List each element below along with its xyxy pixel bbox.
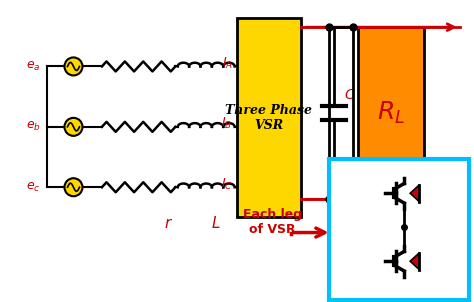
Polygon shape [410, 185, 419, 202]
Circle shape [64, 178, 82, 196]
Text: $I_C$: $I_C$ [221, 177, 233, 192]
Bar [358, 27, 424, 199]
Bar [329, 159, 469, 300]
Circle shape [64, 118, 82, 136]
Text: $e_a$: $e_a$ [26, 60, 40, 73]
Bar [237, 18, 301, 217]
Text: $T_{a2}$: $T_{a2}$ [339, 254, 359, 269]
Circle shape [64, 57, 82, 76]
Polygon shape [410, 253, 419, 270]
Text: $r$: $r$ [164, 216, 173, 231]
Text: $e_c$: $e_c$ [26, 181, 40, 194]
Text: Three Phase
VSR: Three Phase VSR [226, 104, 312, 132]
Text: $I_A$: $I_A$ [221, 56, 233, 71]
Text: $R_L$: $R_L$ [377, 100, 405, 126]
Text: $L$: $L$ [211, 216, 220, 231]
Text: $e_b$: $e_b$ [26, 120, 41, 133]
Text: $T_{a1}$: $T_{a1}$ [339, 186, 359, 201]
Text: Each leg
of VSR: Each leg of VSR [243, 208, 302, 236]
Text: $C$: $C$ [344, 88, 356, 102]
Text: $I_B$: $I_B$ [221, 116, 233, 131]
